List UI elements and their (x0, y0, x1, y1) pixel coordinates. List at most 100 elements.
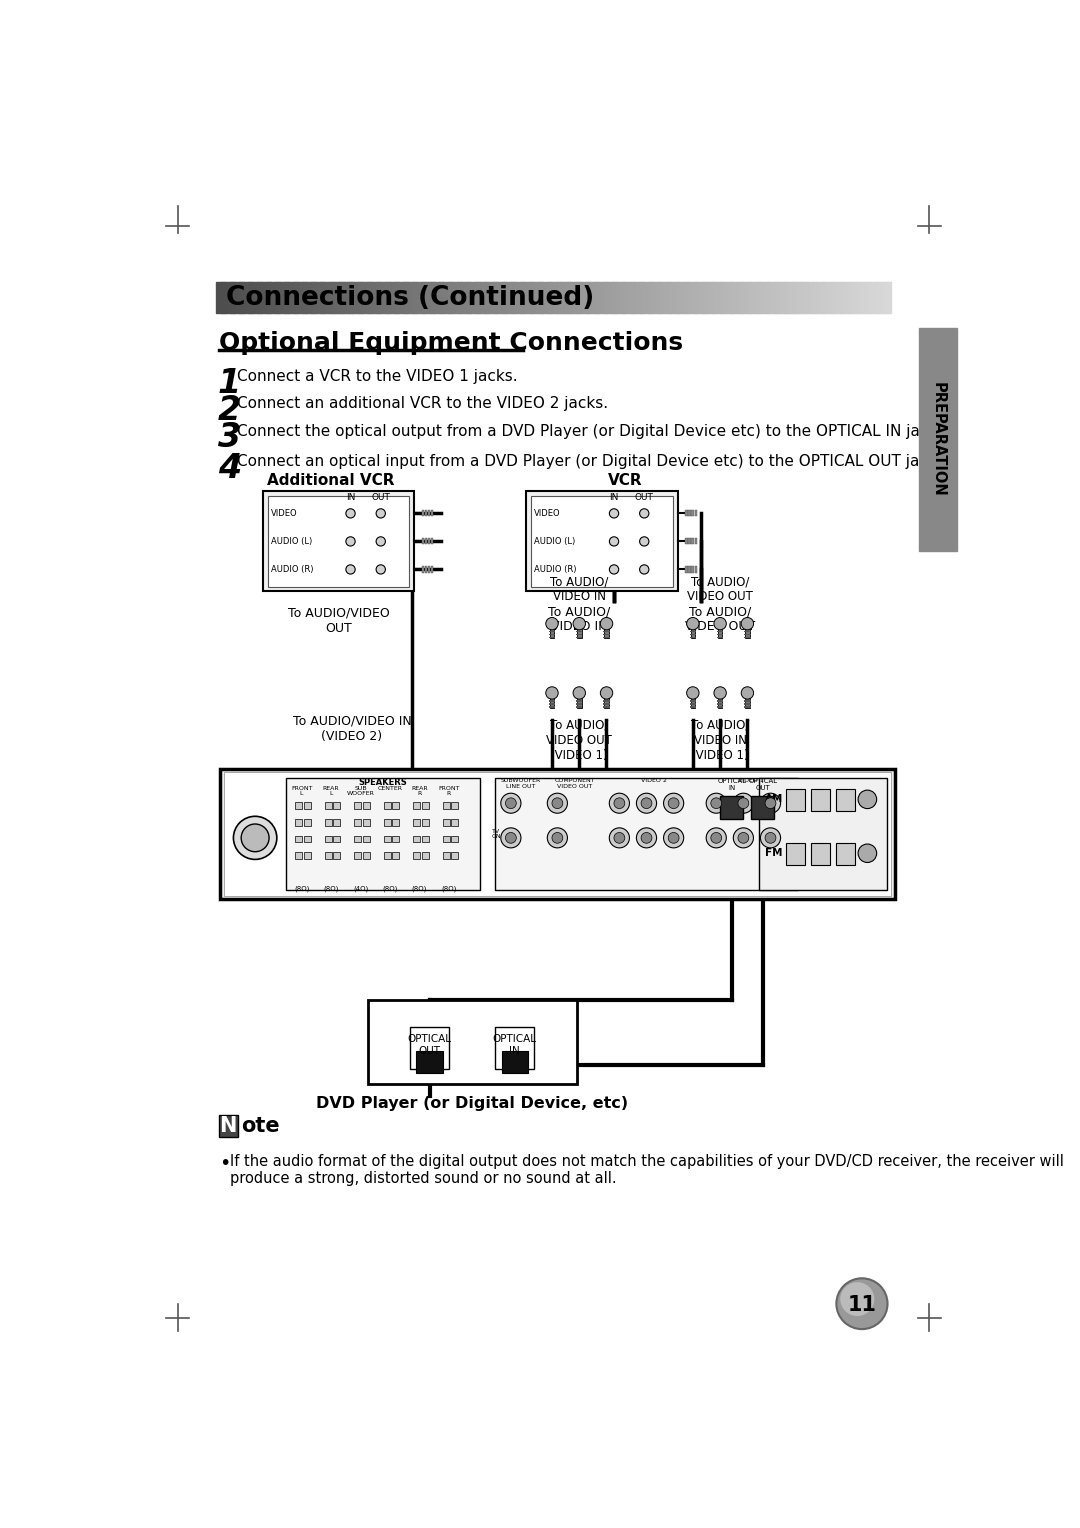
Bar (625, 283, 629, 313)
Bar (836, 790, 855, 811)
Bar (422, 819, 429, 825)
Bar (264, 283, 267, 313)
Bar (365, 283, 367, 313)
Bar (315, 283, 319, 313)
Bar (299, 283, 302, 313)
Bar (426, 283, 429, 313)
Text: OPTICAL
OUT: OPTICAL OUT (748, 778, 778, 792)
Bar (380, 283, 383, 313)
Circle shape (687, 617, 699, 630)
Bar (717, 637, 724, 639)
Bar (255, 283, 258, 313)
Bar (856, 283, 860, 313)
Bar (226, 283, 228, 313)
Bar (688, 538, 691, 544)
Bar (719, 283, 723, 313)
Bar (798, 283, 801, 313)
Bar (549, 637, 555, 639)
Bar (800, 283, 804, 313)
Bar (501, 1051, 528, 1073)
Bar (787, 283, 791, 313)
Bar (468, 283, 471, 313)
Bar (868, 283, 872, 313)
Bar (746, 283, 750, 313)
Bar (704, 283, 707, 313)
Bar (363, 853, 369, 859)
Circle shape (706, 793, 727, 813)
Bar (443, 853, 449, 859)
Bar (694, 567, 697, 573)
Bar (688, 283, 691, 313)
Bar (307, 283, 309, 313)
Bar (630, 283, 633, 313)
Bar (720, 796, 743, 819)
Bar (781, 283, 783, 313)
Circle shape (669, 833, 679, 843)
Bar (441, 283, 444, 313)
Bar (392, 853, 400, 859)
Bar (636, 283, 639, 313)
Bar (414, 853, 420, 859)
Bar (347, 283, 350, 313)
Bar (604, 706, 609, 707)
Bar (266, 283, 269, 313)
Bar (428, 567, 430, 573)
Bar (372, 283, 375, 313)
Bar (517, 283, 521, 313)
Bar (313, 283, 316, 313)
Bar (889, 283, 891, 313)
Bar (432, 283, 435, 313)
Bar (384, 283, 388, 313)
Bar (328, 283, 332, 313)
Bar (519, 283, 523, 313)
Text: OUT: OUT (635, 494, 653, 501)
Circle shape (376, 536, 386, 545)
Bar (814, 283, 818, 313)
Bar (756, 283, 759, 313)
Bar (679, 283, 683, 313)
Bar (286, 283, 289, 313)
Circle shape (711, 833, 721, 843)
Bar (500, 283, 502, 313)
Text: 4: 4 (218, 452, 241, 484)
Bar (777, 283, 779, 313)
Bar (334, 853, 340, 859)
Bar (488, 283, 491, 313)
Bar (919, 329, 957, 552)
Bar (549, 631, 555, 633)
Bar (549, 283, 552, 313)
Bar (416, 1051, 443, 1073)
Bar (396, 283, 400, 313)
Bar (383, 836, 391, 842)
Bar (604, 703, 609, 704)
Bar (576, 283, 579, 313)
Bar (571, 283, 575, 313)
Text: REAR
R: REAR R (411, 785, 428, 796)
Text: Connections (Continued): Connections (Continued) (226, 286, 594, 312)
Bar (663, 283, 666, 313)
Bar (354, 836, 362, 842)
Circle shape (346, 536, 355, 545)
Text: (8Ω): (8Ω) (323, 885, 339, 892)
Bar (509, 283, 512, 313)
Circle shape (346, 565, 355, 575)
Text: Connect an optical input from a DVD Player (or Digital Device etc) to the OPTICA: Connect an optical input from a DVD Play… (238, 454, 942, 469)
Bar (669, 283, 671, 313)
Bar (594, 283, 597, 313)
Text: ote: ote (241, 1115, 280, 1135)
Bar (272, 283, 275, 313)
Circle shape (501, 828, 521, 848)
Bar (363, 283, 365, 313)
Bar (345, 283, 348, 313)
Bar (883, 283, 887, 313)
Bar (522, 283, 525, 313)
Bar (257, 283, 260, 313)
Bar (422, 510, 424, 516)
Circle shape (548, 828, 567, 848)
Circle shape (346, 509, 355, 518)
Circle shape (738, 798, 748, 808)
Bar (588, 283, 591, 313)
Bar (410, 1027, 449, 1070)
Bar (786, 843, 806, 865)
Text: To AUDIO/
VIDEO OUT
(VIDEO 1): To AUDIO/ VIDEO OUT (VIDEO 1) (546, 718, 612, 761)
